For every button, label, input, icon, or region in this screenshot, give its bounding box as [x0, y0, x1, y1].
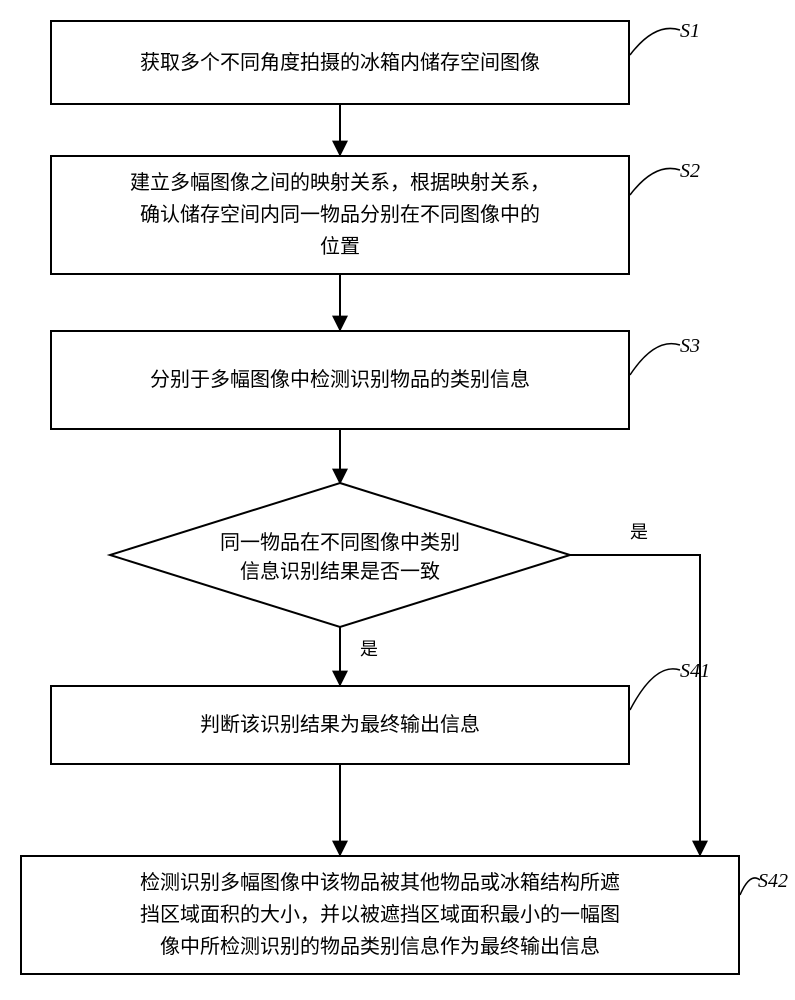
step-label-s42: S42: [758, 870, 788, 893]
process-s41-text: 判断该识别结果为最终输出信息: [200, 709, 480, 741]
decision-text: 同一物品在不同图像中类别信息识别结果是否一致: [220, 526, 460, 584]
flowchart-svg: 同一物品在不同图像中类别信息识别结果是否一致: [0, 0, 795, 1000]
step-label-s3: S3: [680, 335, 700, 358]
decision-diamond: [110, 483, 570, 627]
process-s1: 获取多个不同角度拍摄的冰箱内储存空间图像: [50, 20, 630, 105]
process-s42-text: 检测识别多幅图像中该物品被其他物品或冰箱结构所遮挡区域面积的大小，并以被遮挡区域…: [140, 867, 620, 963]
edge-label-yes-right: 是: [630, 518, 648, 544]
decision-text-container: 同一物品在不同图像中类别信息识别结果是否一致: [168, 490, 513, 620]
process-s41: 判断该识别结果为最终输出信息: [50, 685, 630, 765]
process-s3-text: 分别于多幅图像中检测识别物品的类别信息: [150, 364, 530, 396]
step-label-s2: S2: [680, 160, 700, 183]
process-s3: 分别于多幅图像中检测识别物品的类别信息: [50, 330, 630, 430]
process-s42: 检测识别多幅图像中该物品被其他物品或冰箱结构所遮挡区域面积的大小，并以被遮挡区域…: [20, 855, 740, 975]
label-connectors-group: [630, 28, 760, 895]
process-s2: 建立多幅图像之间的映射关系，根据映射关系，确认储存空间内同一物品分别在不同图像中…: [50, 155, 630, 275]
process-s2-text: 建立多幅图像之间的映射关系，根据映射关系，确认储存空间内同一物品分别在不同图像中…: [130, 167, 550, 263]
step-label-s1: S1: [680, 20, 700, 43]
process-s1-text: 获取多个不同角度拍摄的冰箱内储存空间图像: [140, 47, 540, 79]
edge-label-yes-down: 是: [360, 635, 378, 661]
step-label-s41: S41: [680, 660, 710, 683]
